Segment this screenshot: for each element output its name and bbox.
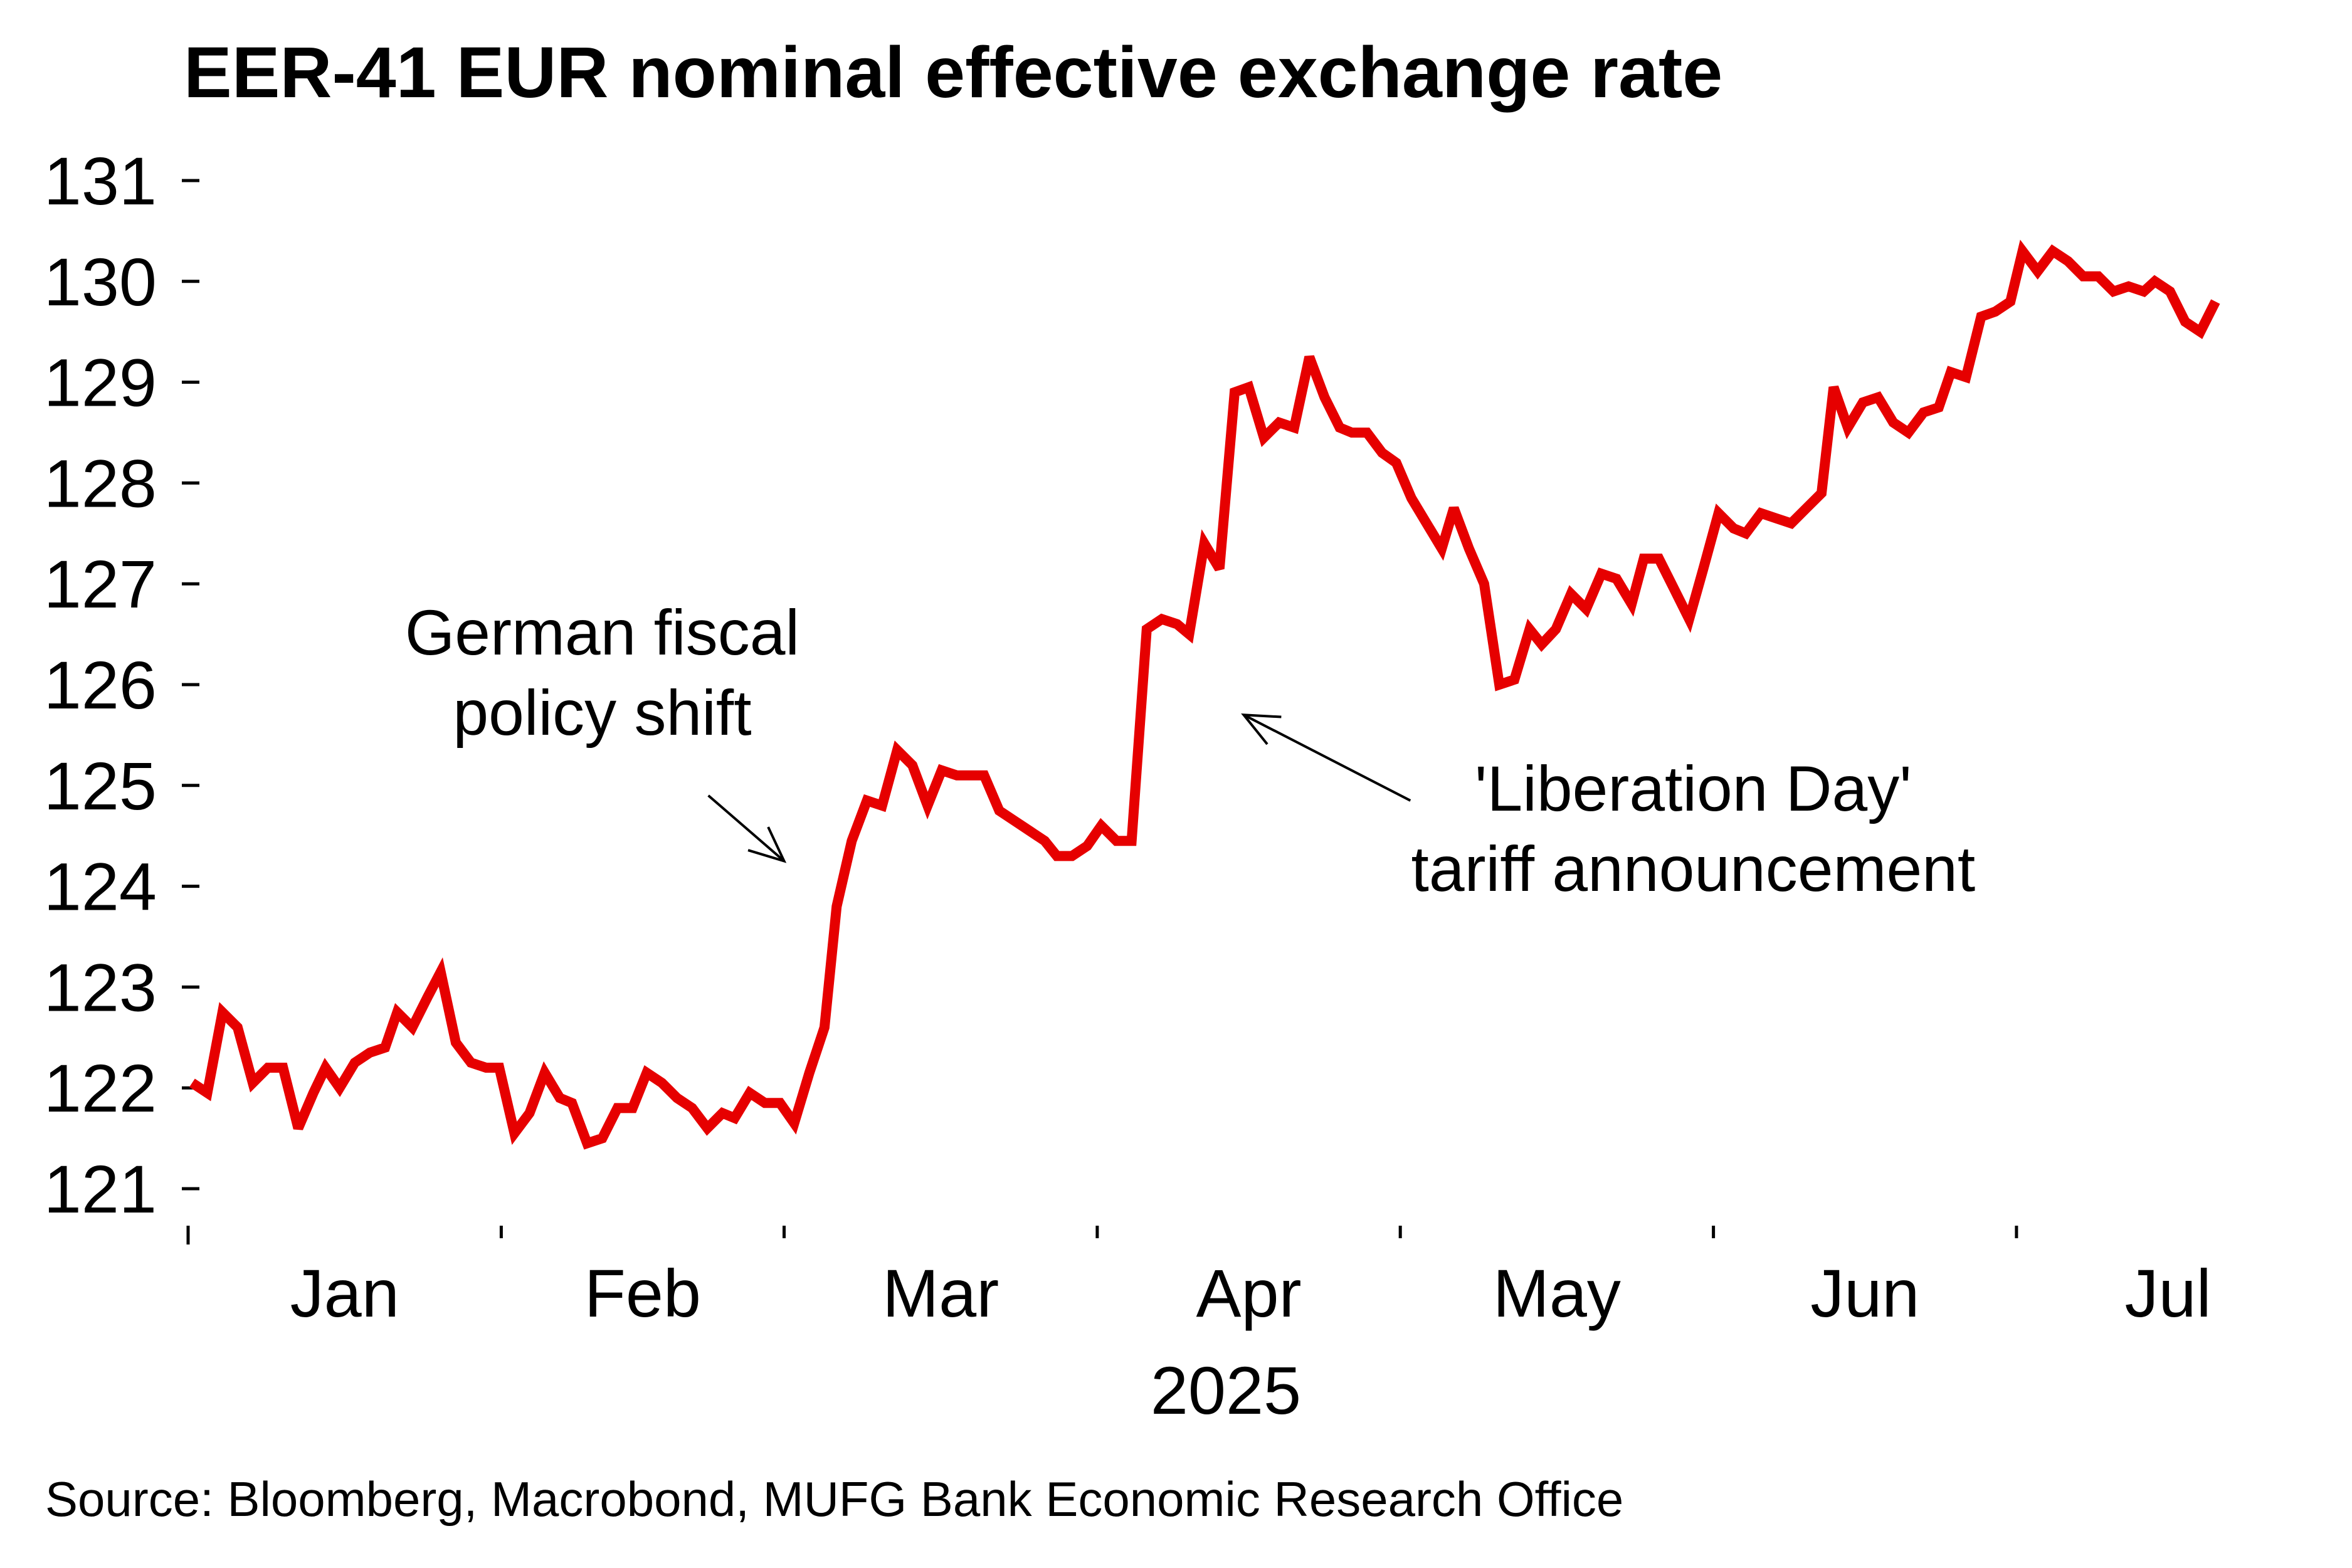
annotation-german-fiscal: German fiscal policy shift: [405, 597, 799, 863]
annotations: German fiscal policy shift 'Liberation Day…: [405, 597, 1975, 905]
arrow-head-icon: [1241, 713, 1282, 745]
x-axis: Jan Feb Mar Apr May Jun Jul: [186, 1226, 2212, 1331]
y-tick-label: 124: [44, 849, 157, 925]
annotation-text: 'Liberation Day': [1475, 753, 1912, 824]
y-tick-label: 127: [44, 546, 157, 622]
x-axis-label: 2025: [1151, 1352, 1301, 1428]
annotation-liberation-day: 'Liberation Day' tariff announcement: [1241, 713, 1976, 905]
x-tick-label-jun: Jun: [1810, 1255, 1919, 1331]
annotation-arrow: [707, 794, 785, 862]
x-tick-label-mar: Mar: [882, 1255, 999, 1331]
x-tick-label-jan: Jan: [290, 1255, 399, 1331]
annotation-text: tariff announcement: [1411, 833, 1976, 905]
x-tick-label-feb: Feb: [584, 1255, 701, 1331]
y-axis: 121 122 123 124 125 126 127 128 129 130 131: [44, 143, 199, 1227]
y-tick-label: 128: [44, 445, 157, 521]
arrow-head-icon: [747, 826, 787, 863]
y-tick-label: 121: [44, 1151, 157, 1227]
x-tick-label-may: May: [1493, 1255, 1621, 1331]
annotation-text: German fiscal: [405, 597, 799, 668]
y-tick-label: 130: [44, 244, 157, 320]
series-group: [189, 239, 2220, 1150]
series-line: [189, 239, 2220, 1150]
y-tick-label: 131: [44, 143, 157, 219]
y-tick-label: 125: [44, 748, 157, 824]
source-note: Source: Bloomberg, Macrobond, MUFG Bank …: [45, 1471, 1623, 1527]
x-tick-label-apr: Apr: [1196, 1255, 1302, 1331]
annotation-arrow: [1243, 713, 1411, 802]
y-tick-label: 126: [44, 647, 157, 723]
y-tick-label: 122: [44, 1050, 157, 1126]
x-tick-label-jul: Jul: [2125, 1255, 2212, 1331]
y-tick-label: 123: [44, 949, 157, 1025]
chart-title: EER-41 EUR nominal effective exchange ra…: [184, 33, 1722, 113]
y-tick-label: 129: [44, 345, 157, 421]
annotation-text: policy shift: [453, 677, 751, 749]
